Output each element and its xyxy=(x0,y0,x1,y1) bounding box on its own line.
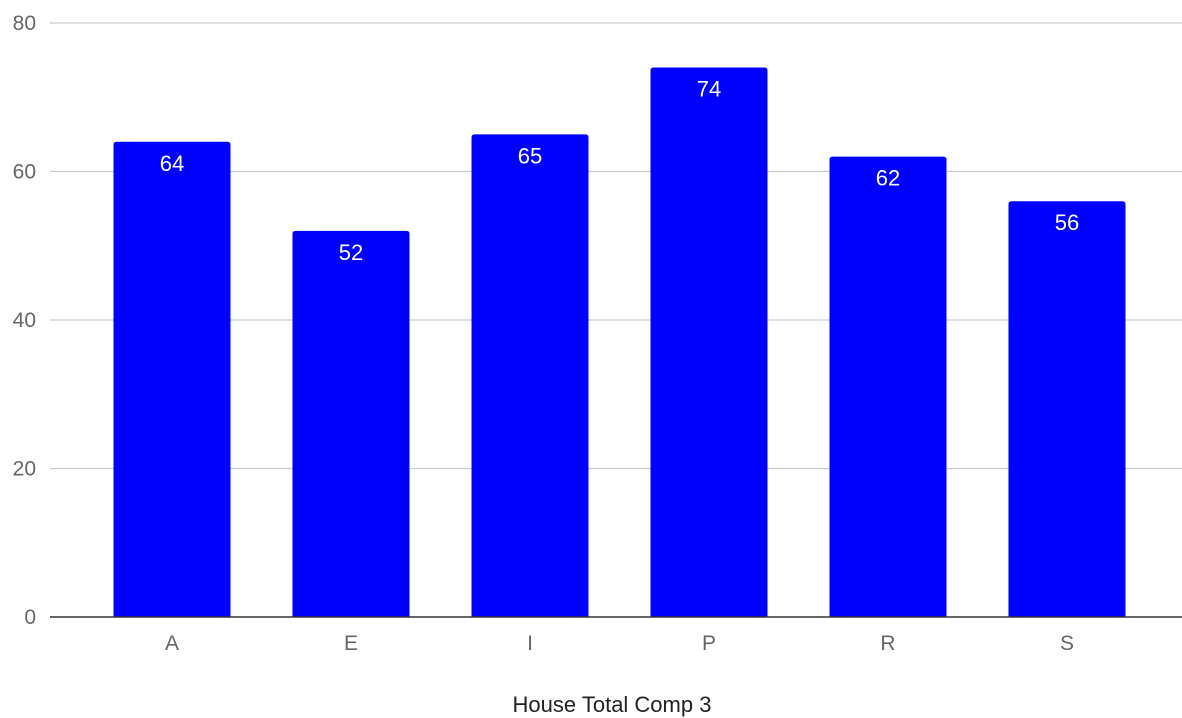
bar-p xyxy=(650,67,768,618)
bar-s xyxy=(1008,201,1126,617)
bar-e xyxy=(292,230,410,617)
data-label: 64 xyxy=(160,151,184,176)
x-tick-label: R xyxy=(880,632,895,655)
bar-i xyxy=(471,134,589,617)
y-tick-label: 20 xyxy=(13,458,36,481)
y-tick-label: 40 xyxy=(13,309,36,332)
y-tick-label: 60 xyxy=(13,161,36,184)
y-tick-label: 0 xyxy=(24,606,36,629)
x-axis-title: House Total Comp 3 xyxy=(513,692,712,717)
x-tick-label: E xyxy=(344,632,358,655)
data-label: 56 xyxy=(1055,210,1079,235)
x-tick-label: P xyxy=(702,632,716,655)
bars xyxy=(113,67,1126,618)
bar-r xyxy=(829,156,947,617)
data-label: 52 xyxy=(339,240,363,265)
gridlines xyxy=(50,22,1182,470)
data-labels: 64 52 65 74 62 56 xyxy=(160,77,1079,265)
y-axis-ticks: 0 20 40 60 80 xyxy=(13,12,36,629)
x-tick-label: A xyxy=(165,632,179,655)
y-tick-label: 80 xyxy=(13,12,36,35)
x-tick-label: I xyxy=(527,632,533,655)
data-label: 62 xyxy=(876,166,900,191)
bar-a xyxy=(113,141,231,618)
x-tick-label: S xyxy=(1060,632,1074,655)
data-label: 65 xyxy=(518,143,542,168)
data-label: 74 xyxy=(697,77,721,102)
